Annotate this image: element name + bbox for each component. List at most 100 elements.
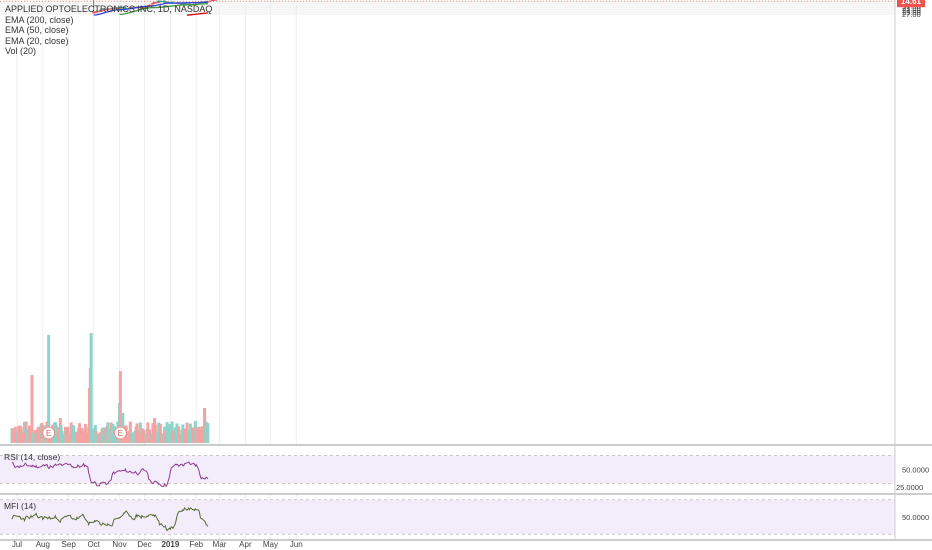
legend-ema50[interactable]: EMA (50, close) (5, 25, 69, 35)
ema200-line (186, 12, 208, 16)
volume-bar (101, 427, 105, 443)
volume-bar (200, 426, 204, 443)
candle-body (122, 7, 127, 9)
volume-bar (188, 423, 192, 443)
volume-bar (142, 430, 146, 443)
chart-legend: APPLIED OPTOELECTRONICS INC, 1D, NASDAQ … (5, 4, 212, 57)
legend-ema200[interactable]: EMA (200, close) (5, 14, 74, 25)
volume-bar (183, 428, 187, 443)
y-tick-label: 27.00 (902, 10, 921, 19)
rsi-band (0, 455, 895, 484)
volume-bar (177, 426, 181, 443)
candle-body (153, 2, 157, 4)
x-tick-label: Mar (213, 540, 227, 549)
volume-bar (171, 430, 175, 443)
candle-body (104, 9, 108, 11)
rsi-line (11, 461, 209, 488)
last-price-text: 14.61 (901, 0, 922, 6)
volume-bar (206, 423, 210, 443)
volume-bar (130, 432, 134, 443)
volume-bar (83, 423, 87, 443)
x-tick-label: 2019 (161, 540, 179, 549)
mfi-tick-label: 50.0000 (902, 513, 929, 522)
ema50-line (119, 3, 208, 16)
rsi-tick-label: 25.0000 (896, 483, 923, 492)
candle-body (95, 11, 99, 13)
y-tick-label: 25.00 (902, 8, 921, 17)
volume-bar (107, 428, 111, 443)
mfi-band (0, 499, 895, 535)
rsi-tick-label: 50.0000 (902, 466, 929, 475)
candle-body (142, 6, 146, 8)
volume-bar (60, 431, 64, 443)
x-tick-label: Aug (36, 540, 50, 549)
candle-body (165, 1, 169, 3)
legend-ema20[interactable]: EMA (20, close) (5, 35, 69, 46)
volume-bar (148, 429, 152, 443)
last-price-badge (897, 0, 925, 8)
volume-bar (165, 422, 169, 443)
volume-bar (25, 429, 29, 443)
x-tick-label: Nov (112, 540, 126, 549)
candle-body (182, 3, 187, 5)
x-tick-label: Dec (137, 540, 151, 549)
candle-body (112, 7, 117, 9)
projection-arrow (208, 0, 219, 2)
ema20-line (93, 1, 208, 16)
volume-bar (118, 371, 122, 443)
volume-bar (128, 421, 132, 443)
volume-bar (138, 422, 142, 443)
volume-bar (158, 423, 162, 443)
volume-bar (153, 424, 157, 443)
volume-bar (204, 421, 208, 443)
y-tick-label: 21.00 (902, 4, 921, 13)
candle-body (118, 6, 122, 8)
volume-bar (30, 375, 34, 443)
earnings-marker-label: E (118, 429, 123, 438)
x-tick-label: Apr (239, 540, 252, 549)
candle-body (117, 7, 121, 9)
y-tick-label: 23.00 (902, 6, 921, 15)
x-tick-label: Jun (290, 540, 303, 549)
volume-bar (89, 333, 93, 443)
x-tick-label: Sep (62, 540, 77, 549)
volume-bar (37, 426, 41, 443)
volume-bar (203, 408, 207, 443)
candle-body (145, 6, 149, 8)
volume-bar (54, 424, 58, 443)
volume-bar (31, 432, 35, 443)
candle-body (107, 8, 111, 10)
candle-body (159, 0, 163, 2)
x-tick-label: May (263, 540, 278, 549)
legend-vol[interactable]: Vol (20) (5, 46, 37, 56)
mfi-pane-label[interactable]: MFI (14) (4, 501, 37, 511)
volume-bar (95, 433, 99, 443)
rsi-pane-label[interactable]: RSI (14, close) (4, 452, 61, 462)
volume-bar (159, 433, 163, 443)
x-tick-label: Jul (12, 540, 22, 549)
volume-bar (69, 422, 73, 443)
volume-bar (22, 421, 26, 443)
volume-bar (19, 427, 23, 443)
legend-title: APPLIED OPTOELECTRONICS INC, 1D, NASDAQ (5, 4, 213, 14)
mfi-line (11, 507, 209, 532)
volume-bar (13, 426, 17, 443)
candle-body (94, 11, 98, 13)
volume-bar (136, 430, 140, 443)
candle-body (156, 2, 160, 4)
volume-bar (66, 426, 70, 443)
volume-bar (72, 425, 76, 443)
candle-body (150, 4, 154, 6)
candle-body (101, 9, 105, 11)
x-tick-label: Oct (87, 540, 100, 549)
volume-bar (77, 423, 81, 443)
x-tick-label: Feb (189, 540, 203, 549)
candle-body (99, 10, 103, 12)
candle-body (140, 7, 144, 9)
volume-bar (47, 335, 51, 443)
earnings-marker-label: E (46, 429, 51, 438)
earnings-marker (42, 426, 56, 440)
volume-bar (194, 427, 198, 443)
earnings-marker (113, 426, 127, 440)
